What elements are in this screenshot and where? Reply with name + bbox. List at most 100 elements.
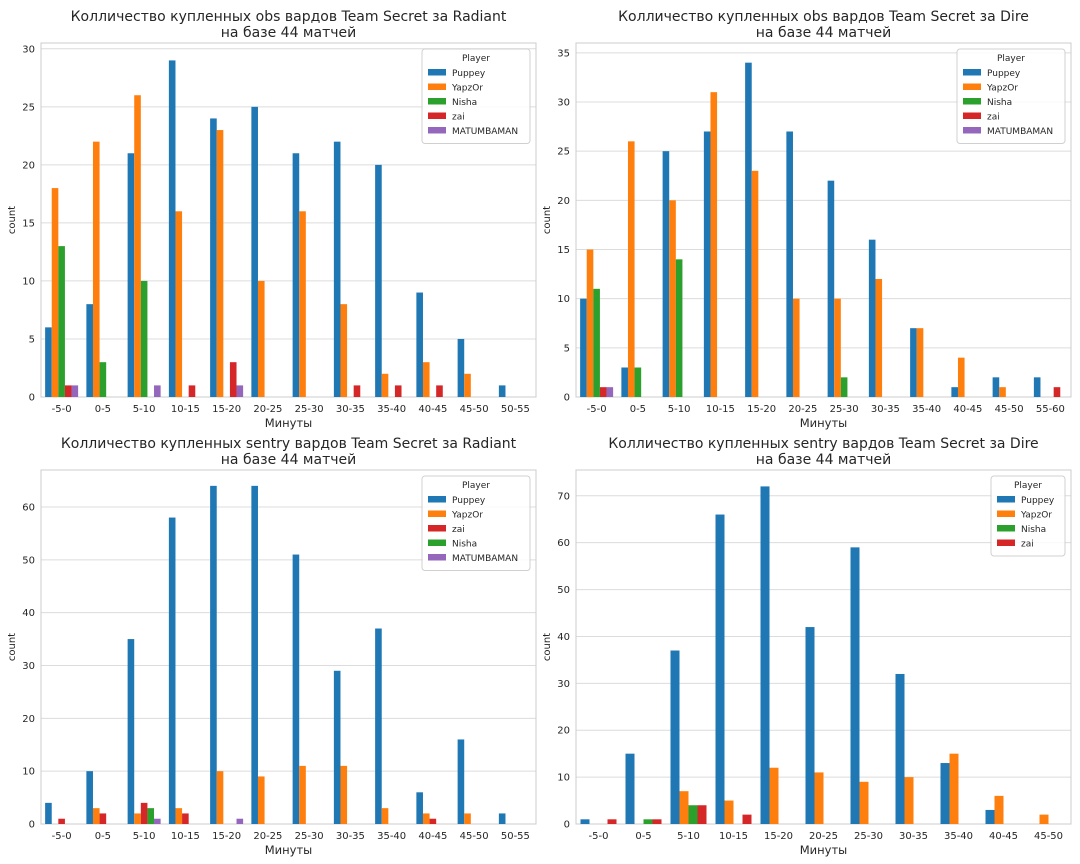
bar-puppey-30-35 xyxy=(333,670,341,824)
bar-puppey-45-50 xyxy=(457,739,465,824)
bar-yapzor-5-10 xyxy=(679,791,689,824)
bar-puppey-30-35 xyxy=(868,239,876,397)
x-tick-label: -5-0 xyxy=(589,831,609,842)
legend-box xyxy=(421,475,531,571)
bar-zai-55-60 xyxy=(1053,387,1061,397)
x-tick-label: 25-30 xyxy=(295,831,324,842)
bar-zai--5-0 xyxy=(599,387,607,397)
bar-yapzor-20-25 xyxy=(792,298,800,397)
chart-title: Колличество купленных sentry вардов Team… xyxy=(608,436,1038,452)
bar-puppey-55-60 xyxy=(1033,377,1041,397)
x-tick-label: 10-15 xyxy=(171,404,200,415)
x-tick-label: 40-45 xyxy=(418,404,447,415)
x-tick-label: 30-35 xyxy=(336,831,365,842)
legend-swatch-zai xyxy=(963,112,981,119)
bar-yapzor-35-40 xyxy=(949,753,959,824)
bar-zai-5-10 xyxy=(140,802,148,824)
bar-puppey-20-25 xyxy=(805,627,815,824)
y-tick-label: 20 xyxy=(557,726,570,737)
x-tick-label: 10-15 xyxy=(706,404,735,415)
legend-swatch-matumbaman xyxy=(963,127,981,134)
chart-title: Колличество купленных sentry вардов Team… xyxy=(61,436,517,452)
y-tick-label: 15 xyxy=(22,218,35,229)
y-tick-label: 50 xyxy=(557,585,570,596)
y-axis-label: count xyxy=(542,206,553,234)
bar-zai-0-5 xyxy=(652,819,662,824)
x-tick-label: 20-25 xyxy=(788,404,817,415)
bar-puppey-15-20 xyxy=(210,118,217,397)
x-tick-label: 20-25 xyxy=(253,831,282,842)
legend-label-nisha: Nisha xyxy=(1021,525,1046,535)
bar-puppey-35-40 xyxy=(940,763,950,824)
bar-zai-40-45 xyxy=(429,818,437,824)
y-tick-label: 30 xyxy=(22,44,35,55)
legend-swatch-nisha xyxy=(997,525,1015,532)
bar-yapzor-25-30 xyxy=(834,298,841,397)
bar-yapzor-40-45 xyxy=(957,357,965,397)
bar-yapzor-5-10 xyxy=(134,813,141,824)
bar-nisha--5-0 xyxy=(58,246,65,397)
x-tick-label: 25-30 xyxy=(295,404,324,415)
legend: Player Puppey YapzOr Nisha zai MATUMBAMAN xyxy=(956,48,1066,144)
legend-swatch-matumbaman xyxy=(428,554,446,561)
x-tick-label: 45-50 xyxy=(460,404,489,415)
x-tick-label: 20-25 xyxy=(253,404,282,415)
legend: Player Puppey YapzOr Nisha zai xyxy=(990,475,1066,557)
chart-title: Колличество купленных obs вардов Team Se… xyxy=(71,9,507,25)
bar-puppey-45-50 xyxy=(457,338,465,397)
bar-yapzor-20-25 xyxy=(814,772,824,824)
bar-yapzor-0-5 xyxy=(92,808,100,824)
bar-yapzor-10-15 xyxy=(710,92,718,398)
bar-puppey-10-15 xyxy=(168,60,176,397)
bar-puppey-50-55 xyxy=(498,813,506,824)
x-tick-label: 55-60 xyxy=(1036,404,1065,415)
legend-label-puppey: Puppey xyxy=(1021,496,1055,506)
bar-yapzor-10-15 xyxy=(724,800,734,824)
bar-zai-10-15 xyxy=(742,814,752,824)
legend-label-nisha: Nisha xyxy=(452,540,477,550)
y-tick-label: 30 xyxy=(557,679,570,690)
legend-label-matumbaman: MATUMBAMAN xyxy=(452,554,518,564)
bar-puppey-5-10 xyxy=(662,151,670,397)
x-tick-label: 40-45 xyxy=(953,404,982,415)
legend-label-nisha: Nisha xyxy=(987,98,1012,108)
legend-label-zai: zai xyxy=(452,113,465,123)
chart-panel-3: Колличество купленных sentry вардов Team… xyxy=(7,436,537,857)
bar-yapzor-10-15 xyxy=(175,211,183,397)
bar-puppey--5-0 xyxy=(45,327,52,397)
x-tick-label: 20-25 xyxy=(809,831,838,842)
legend-label-puppey: Puppey xyxy=(987,69,1021,79)
legend-label-yapzor: YapzOr xyxy=(1020,511,1052,521)
chart-panel-1: Колличество купленных obs вардов Team Se… xyxy=(7,9,537,430)
plot-frame xyxy=(575,42,1072,398)
legend-label-zai: zai xyxy=(1021,540,1034,550)
bar-yapzor-30-35 xyxy=(875,279,883,397)
legend-swatch-nisha xyxy=(428,98,446,105)
bar-puppey-0-5 xyxy=(621,367,628,397)
x-axis-label: Минуты xyxy=(800,843,848,857)
bar-puppey-5-10 xyxy=(127,639,135,824)
x-tick-label: -5-0 xyxy=(52,831,72,842)
x-tick-label: 15-20 xyxy=(212,831,241,842)
x-tick-label: 15-20 xyxy=(747,404,776,415)
x-tick-label: 35-40 xyxy=(944,831,973,842)
bar-puppey-35-40 xyxy=(375,164,382,397)
legend-swatch-nisha xyxy=(963,98,981,105)
legend-label-matumbaman: MATUMBAMAN xyxy=(452,127,518,137)
bar-yapzor-25-30 xyxy=(299,211,306,397)
y-tick-label: 0 xyxy=(564,393,570,404)
bar-puppey-15-20 xyxy=(745,62,752,398)
bar-yapzor-5-10 xyxy=(134,95,141,398)
legend-label-nisha: Nisha xyxy=(452,98,477,108)
x-tick-label: -5-0 xyxy=(52,404,72,415)
bar-yapzor-15-20 xyxy=(216,771,224,824)
x-tick-label: 35-40 xyxy=(377,404,406,415)
bar-yapzor-45-50 xyxy=(999,387,1006,397)
x-tick-label: 45-50 xyxy=(995,404,1024,415)
bar-zai--5-0 xyxy=(58,818,65,824)
x-axis-label: Минуты xyxy=(265,843,313,857)
bar-nisha-5-10 xyxy=(675,259,683,397)
bar-yapzor-45-50 xyxy=(1039,814,1049,824)
bar-puppey-10-15 xyxy=(168,517,176,824)
y-tick-label: 25 xyxy=(22,102,35,113)
